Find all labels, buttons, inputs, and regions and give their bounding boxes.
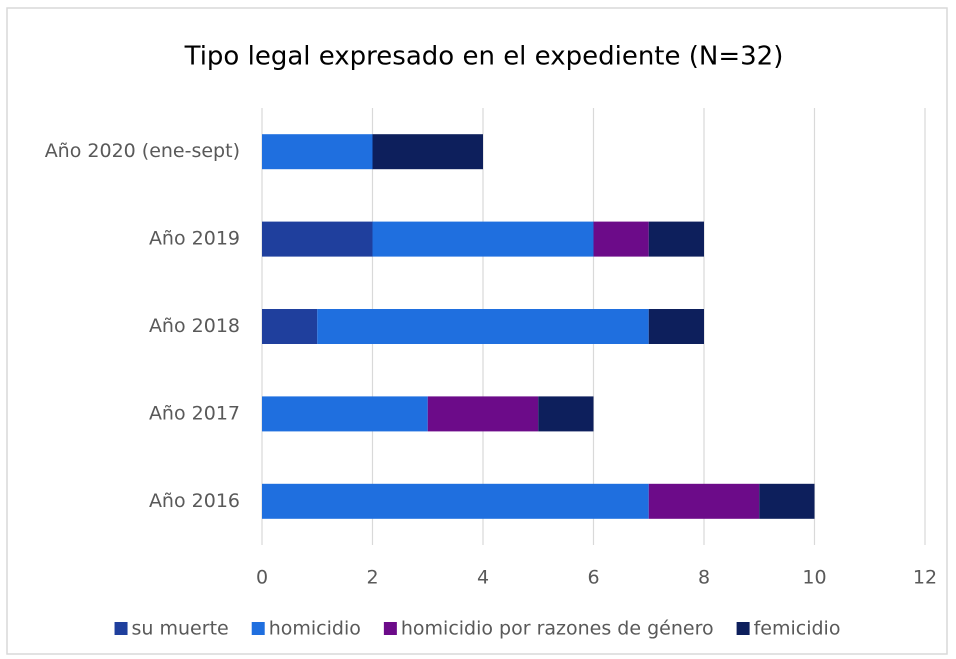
x-tick-label: 2 [366, 567, 378, 589]
bar-segment [648, 483, 760, 519]
x-tick-label: 12 [913, 567, 937, 589]
x-tick-label: 0 [256, 567, 268, 589]
bar-segment [648, 309, 704, 344]
bar-segment [262, 221, 373, 257]
bar-segment [593, 221, 649, 257]
bar-segment [262, 309, 318, 344]
x-tick-label: 10 [802, 567, 826, 589]
bar-segment [427, 396, 539, 432]
bar-segment [262, 483, 649, 519]
bar-segment [372, 134, 483, 170]
legend-label: homicidio [269, 618, 361, 640]
y-tick-label: Año 2020 (ene-sept) [45, 140, 240, 162]
bar-segment [372, 221, 594, 257]
x-tick-label: 6 [587, 567, 599, 589]
bar-segment [759, 483, 815, 519]
bar-segment [648, 221, 704, 257]
bar-segment [538, 396, 594, 432]
bar-segment [317, 309, 649, 344]
y-tick-label: Año 2019 [149, 228, 240, 250]
y-tick-label: Año 2016 [149, 490, 240, 512]
legend-label: homicidio por razones de género [401, 618, 714, 640]
legend-label: femicidio [754, 618, 841, 640]
x-tick-label: 4 [477, 567, 489, 589]
x-tick-label: 8 [698, 567, 710, 589]
legend-swatch [736, 622, 750, 635]
y-tick-label: Año 2017 [149, 402, 240, 424]
legend-swatch [383, 622, 397, 635]
y-tick-label: Año 2018 [149, 315, 240, 337]
legend-swatch [251, 622, 265, 635]
legend-swatch [114, 622, 128, 635]
chart-title: Tipo legal expresado en el expediente (N… [184, 42, 784, 72]
bar-segment [262, 134, 373, 170]
bar-segment [262, 396, 428, 432]
legend-label: su muerte [132, 618, 229, 640]
